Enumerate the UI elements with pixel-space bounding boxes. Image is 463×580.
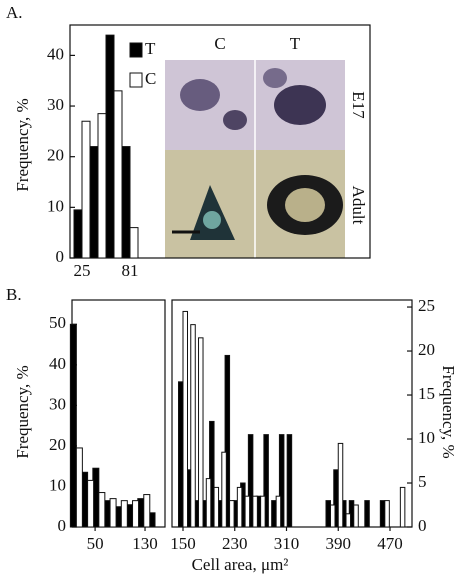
bar [120, 500, 128, 528]
y2-tick-label: 15 [418, 384, 435, 403]
y2-tick-label: 25 [418, 296, 435, 315]
y-tick-label: 50 [49, 313, 66, 332]
bar [132, 500, 140, 528]
y-tick-label: 0 [56, 247, 65, 266]
bar [229, 500, 235, 528]
bar [105, 34, 115, 259]
cell [274, 85, 326, 125]
bar [364, 500, 370, 528]
y-tick-label: 20 [49, 435, 66, 454]
bar [329, 504, 336, 528]
inset-row-label: Adult [349, 186, 368, 225]
y-tick-label: 0 [58, 516, 67, 535]
bar [69, 323, 77, 528]
photo-inset: C T E17 Adult [165, 34, 368, 258]
bar [379, 500, 386, 528]
x-tick-label: 81 [122, 261, 139, 280]
x-tick-label: 390 [326, 534, 352, 553]
bar [224, 354, 231, 528]
legend-swatch [129, 42, 143, 58]
bar [275, 495, 282, 528]
x-tick-label: 50 [87, 534, 104, 553]
panel-label: B. [6, 285, 22, 304]
bar [129, 227, 139, 259]
bar [337, 442, 344, 528]
y-tick-label: 30 [47, 95, 64, 114]
bar [252, 495, 258, 528]
bar [247, 434, 254, 528]
bar [89, 146, 99, 259]
inset-column-label: T [290, 34, 301, 53]
x-tick-label: 470 [377, 534, 403, 553]
bar [263, 434, 269, 528]
bar [97, 113, 107, 259]
y-tick-label: 10 [49, 475, 66, 494]
bar [353, 504, 359, 528]
bar [190, 324, 196, 528]
bar [113, 90, 123, 259]
y-axis-label: Frequency, % [13, 365, 32, 458]
bar [198, 337, 204, 528]
y-axis-label: Frequency, % [13, 98, 32, 191]
bar [271, 500, 277, 528]
bar [143, 494, 151, 528]
inset-column-label: C [214, 34, 225, 53]
panel-label: A. [6, 3, 23, 22]
y-tick-label: 40 [47, 44, 64, 63]
bar [244, 495, 251, 528]
cell [263, 68, 287, 88]
bar [236, 486, 243, 528]
plot-frame [69, 24, 371, 259]
legend-swatch [129, 72, 143, 88]
cell [180, 79, 220, 111]
y2-tick-label: 0 [418, 516, 427, 535]
y-tick-label: 20 [47, 146, 64, 165]
nucleus [203, 211, 221, 229]
bar [260, 495, 266, 528]
y-tick-label: 10 [47, 196, 64, 215]
legend-label: T [145, 39, 156, 58]
bar [73, 209, 83, 259]
bar [81, 120, 91, 259]
bar [325, 500, 331, 528]
bar [278, 434, 285, 528]
x-tick-label: 25 [74, 261, 91, 280]
bar [182, 310, 188, 528]
bar [286, 434, 293, 528]
nucleus [285, 188, 325, 222]
cell [223, 110, 247, 130]
bar [399, 486, 406, 528]
bar [221, 451, 227, 528]
y-tick-label: 30 [49, 394, 66, 413]
bar [109, 498, 117, 528]
legend-label: C [145, 69, 156, 88]
bar [121, 146, 131, 259]
bar [345, 513, 352, 528]
bar [209, 420, 215, 528]
y-tick-label: 40 [49, 354, 66, 373]
x-axis-label: Cell area, μm² [192, 555, 289, 574]
bar [75, 447, 83, 528]
bar [87, 479, 95, 528]
x-tick-label: 150 [170, 534, 196, 553]
x-tick-label: 230 [222, 534, 248, 553]
y2-tick-label: 5 [418, 472, 427, 491]
bar [177, 381, 184, 528]
y2-axis-label: Frequency, % [439, 365, 458, 458]
y2-tick-label: 20 [418, 340, 435, 359]
bar [205, 478, 212, 528]
x-tick-label: 130 [132, 534, 158, 553]
bar [384, 500, 390, 528]
bar [213, 486, 220, 528]
bar [98, 492, 106, 528]
x-tick-label: 310 [274, 534, 300, 553]
inset-row-label: E17 [349, 91, 368, 119]
y2-tick-label: 10 [418, 428, 435, 447]
